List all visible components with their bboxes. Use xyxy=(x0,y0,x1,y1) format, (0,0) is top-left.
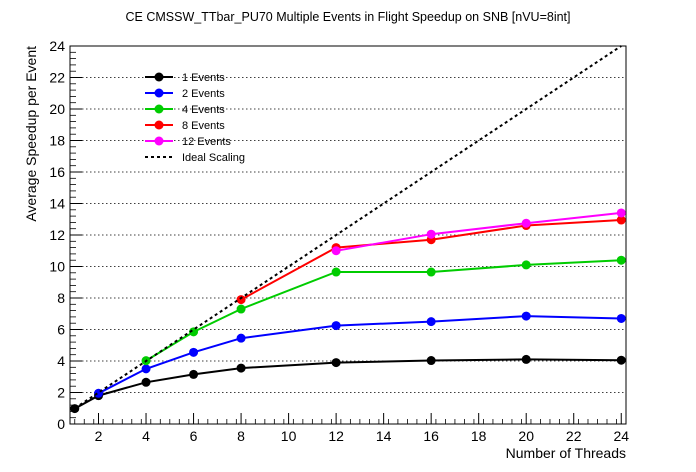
series-2-point-1 xyxy=(189,327,199,337)
legend-label-0: 1 Events xyxy=(182,72,225,84)
legend-marker-0 xyxy=(154,72,164,82)
x-tick-label-4: 4 xyxy=(142,428,150,444)
series-0-point-7 xyxy=(521,354,531,364)
y-tick-label-10: 10 xyxy=(49,259,65,275)
series-0-point-8 xyxy=(616,355,626,365)
y-axis-label: Average Speedup per Event xyxy=(23,46,39,222)
series-0-point-2 xyxy=(141,377,151,387)
series-0-point-5 xyxy=(331,358,341,368)
y-tick-label-20: 20 xyxy=(49,101,65,117)
series-4-point-0 xyxy=(331,246,341,256)
series-line-1 xyxy=(98,315,622,395)
series-1-point-2 xyxy=(189,347,199,357)
x-axis-label: Number of Threads xyxy=(506,445,626,461)
legend-label-5: Ideal Scaling xyxy=(182,152,245,164)
y-tick-label-6: 6 xyxy=(57,322,65,338)
y-tick-label-2: 2 xyxy=(57,385,65,401)
series-2-point-4 xyxy=(426,267,436,277)
y-tick-label-12: 12 xyxy=(49,227,65,243)
series-0 xyxy=(70,354,626,414)
x-tick-label-24: 24 xyxy=(613,428,629,444)
x-tick-label-16: 16 xyxy=(423,428,439,444)
series-0-point-4 xyxy=(236,363,246,373)
series-1-point-7 xyxy=(616,313,626,323)
series-0-point-6 xyxy=(426,356,436,366)
x-tick-label-14: 14 xyxy=(376,428,392,444)
series-4-point-1 xyxy=(426,229,436,239)
legend-label-1: 2 Events xyxy=(182,88,225,100)
legend-marker-4 xyxy=(154,136,164,146)
x-tick-label-22: 22 xyxy=(566,428,582,444)
x-tick-label-18: 18 xyxy=(471,428,487,444)
series-1-point-1 xyxy=(141,364,151,374)
y-tick-label-18: 18 xyxy=(49,133,65,149)
series-4-point-3 xyxy=(616,208,626,218)
series-2-point-2 xyxy=(236,304,246,314)
y-tick-label-24: 24 xyxy=(49,38,65,54)
series-2-point-5 xyxy=(521,260,531,270)
series-layer xyxy=(70,45,626,414)
series-4-point-2 xyxy=(521,218,531,228)
legend-marker-2 xyxy=(154,104,164,114)
series-1-point-3 xyxy=(236,333,246,343)
x-tick-label-8: 8 xyxy=(237,428,245,444)
series-3-point-0 xyxy=(236,295,246,305)
series-1-point-5 xyxy=(426,317,436,327)
y-tick-label-8: 8 xyxy=(57,290,65,306)
series-1 xyxy=(94,311,626,398)
series-1-point-6 xyxy=(521,311,531,321)
series-4 xyxy=(331,208,626,256)
series-2 xyxy=(141,255,626,366)
legend-label-3: 8 Events xyxy=(182,120,225,132)
series-2-point-6 xyxy=(616,255,626,265)
legend-label-2: 4 Events xyxy=(182,104,225,116)
x-tick-label-6: 6 xyxy=(190,428,198,444)
series-5 xyxy=(74,45,622,410)
legend: 1 Events 2 Events 4 Events 8 Events 12 Event… xyxy=(145,72,245,164)
x-tick-label-10: 10 xyxy=(281,428,297,444)
x-tick-label-12: 12 xyxy=(328,428,344,444)
y-tick-label-14: 14 xyxy=(49,196,65,212)
y-tick-label-0: 0 xyxy=(57,416,65,432)
legend-marker-1 xyxy=(154,88,164,98)
series-3-point-4 xyxy=(616,215,626,225)
series-0-point-0 xyxy=(70,404,80,414)
series-1-point-4 xyxy=(331,321,341,331)
series-line-5 xyxy=(74,45,622,410)
y-tick-label-4: 4 xyxy=(57,353,65,369)
y-tick-label-16: 16 xyxy=(49,164,65,180)
legend-label-4: 12 Events xyxy=(182,136,231,148)
series-3 xyxy=(236,215,626,305)
series-0-point-3 xyxy=(189,369,199,379)
series-2-point-3 xyxy=(331,267,341,277)
y-tick-label-22: 22 xyxy=(49,70,65,86)
series-line-4 xyxy=(335,211,622,252)
series-line-0 xyxy=(74,358,622,410)
x-tick-label-2: 2 xyxy=(95,428,103,444)
chart-title: CE CMSSW_TTbar_PU70 Multiple Events in F… xyxy=(126,10,571,24)
x-tick-label-20: 20 xyxy=(518,428,534,444)
legend-marker-3 xyxy=(154,120,164,130)
